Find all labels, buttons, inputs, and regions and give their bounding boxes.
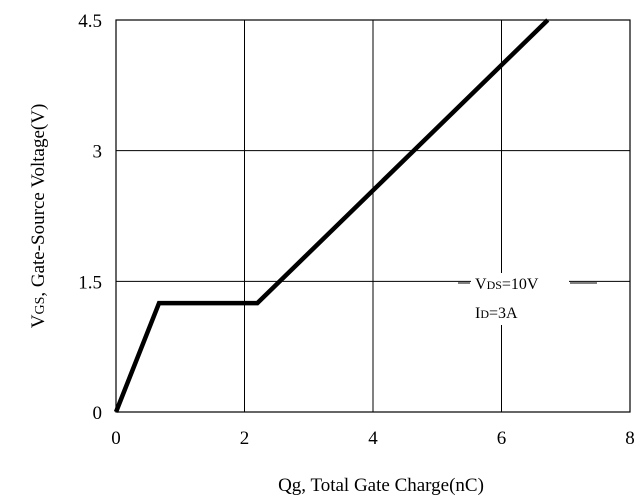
- annotation-id-value: =3A: [489, 305, 518, 322]
- annotation-group: VDS=10V ID=3A: [458, 273, 597, 325]
- x-tick-label: 4: [368, 428, 378, 449]
- x-tick-label: 2: [240, 428, 250, 449]
- y-tick-labels: 0 1.5 3 4.5: [78, 11, 102, 424]
- y-tick-label: 4.5: [78, 11, 102, 32]
- annotation-vds-value: =10V: [502, 276, 539, 293]
- annotation-mask: [471, 273, 569, 325]
- annotation-id-main: I: [475, 305, 480, 322]
- y-axis-title-rest: , Gate-Source Voltage(V): [28, 104, 49, 297]
- x-tick-label: 8: [625, 428, 635, 449]
- annotation-id: ID=3A: [475, 305, 518, 322]
- x-tick-label: 0: [111, 428, 121, 449]
- gate-charge-curve: [113, 18, 550, 413]
- x-axis-title: Qg, Total Gate Charge(nC): [278, 475, 484, 496]
- x-tick-label: 6: [497, 428, 507, 449]
- y-tick-label: 3: [93, 142, 103, 163]
- annotation-vds-main: V: [475, 276, 487, 293]
- y-axis-title-sub: GS: [33, 297, 48, 315]
- y-tick-label: 1.5: [78, 272, 102, 293]
- y-axis-title-main: V: [28, 314, 49, 328]
- y-tick-label: 0: [93, 403, 103, 424]
- grid-lines: [116, 20, 630, 412]
- annotation-vds-sub: DS: [487, 278, 502, 292]
- plot-frame: [115, 19, 631, 413]
- annotation-id-sub: D: [480, 307, 489, 321]
- annotation-vds: VDS=10V: [475, 276, 539, 293]
- y-axis-title: VGS, Gate-Source Voltage(V): [28, 104, 49, 329]
- x-tick-labels: 0 2 4 6 8: [111, 428, 635, 449]
